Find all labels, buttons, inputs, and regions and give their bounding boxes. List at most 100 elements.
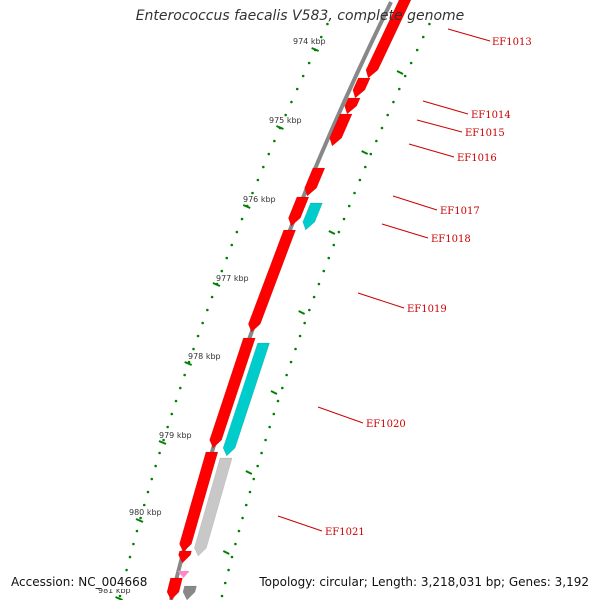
gene-ef1021 <box>179 451 219 553</box>
ruler-dot-outer <box>268 425 271 429</box>
ruler-dot-outer <box>252 477 256 481</box>
gene-ef1021b <box>194 457 233 557</box>
ruler-dot-inner <box>192 347 195 351</box>
gene-label-ef1016[interactable]: EF1016 <box>457 153 497 164</box>
gene-label-ef1013[interactable]: EF1013 <box>492 37 532 48</box>
gene-ef1020a <box>209 337 256 449</box>
ruler-dot-inner <box>307 61 311 65</box>
ruler-dot-inner <box>150 477 154 481</box>
ruler-dot-inner <box>326 22 329 26</box>
ruler-tick <box>396 70 404 75</box>
ruler-dot-inner <box>290 100 293 104</box>
ruler-dot-inner <box>251 191 254 195</box>
gene-pink <box>177 571 190 578</box>
gene-label-ef1017[interactable]: EF1017 <box>440 206 480 217</box>
ruler-dot-inner <box>206 308 209 312</box>
gene-ef1013 <box>365 0 412 79</box>
map-title: Enterococcus faecalis V583, complete gen… <box>135 8 465 24</box>
gene-ef1017b <box>288 196 310 227</box>
ruler-dot-outer <box>312 295 316 299</box>
ruler-tick <box>311 47 320 52</box>
ruler-dot-inner <box>196 334 200 338</box>
ruler-dot-outer <box>347 204 351 208</box>
ruler-dot-outer <box>244 503 248 507</box>
ruler-dot-outer <box>294 347 297 351</box>
gene-label-ef1020[interactable]: EF1020 <box>366 419 406 430</box>
ruler-dot-outer <box>234 542 237 546</box>
gene-features <box>166 0 412 601</box>
gene-label-ef1018[interactable]: EF1018 <box>431 234 471 245</box>
ruler-dot-inner <box>166 425 169 429</box>
gene-ef1017 <box>304 167 326 197</box>
ruler-dot-outer <box>227 568 230 572</box>
ruler-dot-inner <box>146 490 150 494</box>
ruler-dot-outer <box>428 22 431 26</box>
ruler-dot-outer <box>237 529 241 533</box>
gene-bottom-b <box>182 585 197 601</box>
ruler-label: 974 kbp <box>293 37 326 46</box>
label-leader-line <box>392 195 438 211</box>
ruler-dot-outer <box>364 165 367 169</box>
ruler-dot-outer <box>332 243 336 247</box>
ruler-dot-outer <box>386 113 389 117</box>
ruler-dot-outer <box>289 360 293 364</box>
ruler-dot-inner <box>162 438 165 442</box>
gene-ef1016 <box>329 113 353 147</box>
ruler-dot-inner <box>210 295 214 299</box>
ruler-dot-outer <box>327 256 331 260</box>
ruler-tick <box>242 204 251 209</box>
ruler-tick <box>361 150 369 155</box>
gene-ef1014 <box>352 77 371 99</box>
ruler-dot-inner <box>135 529 139 533</box>
ruler-dot-inner <box>319 35 323 39</box>
gene-label-ef1015[interactable]: EF1015 <box>465 128 505 139</box>
ruler-dot-inner <box>132 542 135 546</box>
ruler-dot-outer <box>397 87 401 91</box>
ruler-dot-outer <box>353 191 356 195</box>
gene-label-ef1021[interactable]: EF1021 <box>325 527 365 538</box>
ruler-dot-inner <box>128 555 132 559</box>
ruler-dot-outer <box>298 334 302 338</box>
ruler-dots <box>115 22 431 601</box>
label-leader-line <box>277 515 323 532</box>
ruler-dot-inner <box>225 256 229 260</box>
ruler-label: 978 kbp <box>188 352 221 361</box>
ruler-dot-inner <box>230 243 234 247</box>
ruler-tick <box>222 550 230 555</box>
ruler-dot-outer <box>303 321 306 325</box>
ruler-dot-outer <box>223 581 227 585</box>
ruler-dot-inner <box>178 386 182 390</box>
ruler-dot-inner <box>256 178 260 182</box>
ruler-dot-outer <box>421 35 425 39</box>
gene-ef1020 <box>222 342 270 457</box>
label-leader-line <box>317 406 364 424</box>
ruler-dot-outer <box>272 412 276 416</box>
ruler-tick <box>245 470 253 475</box>
ruler-dot-inner <box>183 373 186 377</box>
ruler-tick <box>158 440 167 445</box>
ruler-dot-outer <box>337 230 341 234</box>
ruler-dot-inner <box>301 74 305 78</box>
gene-label-ef1014[interactable]: EF1014 <box>471 110 511 121</box>
label-leader-line <box>416 119 463 133</box>
ruler-dot-outer <box>276 399 280 403</box>
ruler-dot-inner <box>262 165 265 169</box>
gene-ef1015 <box>344 97 361 115</box>
gene-label-leaders <box>277 28 491 532</box>
ruler-label: 976 kbp <box>243 195 276 204</box>
ruler-dot-outer <box>409 61 413 65</box>
ruler-dot-outer <box>230 555 234 559</box>
ruler-tick <box>184 361 193 366</box>
ruler-dot-outer <box>380 126 384 130</box>
gene-ef1019 <box>248 229 297 333</box>
label-leader-line <box>357 292 405 309</box>
ruler-dot-inner <box>118 594 122 598</box>
ruler-dot-outer <box>369 152 373 156</box>
ruler-label: 975 kbp <box>269 116 302 125</box>
ruler-dot-inner <box>201 321 204 325</box>
ruler-dot-inner <box>158 451 161 455</box>
gene-label-ef1019[interactable]: EF1019 <box>407 304 447 315</box>
ruler-dot-inner <box>267 152 271 156</box>
ruler-dot-inner <box>295 87 299 91</box>
